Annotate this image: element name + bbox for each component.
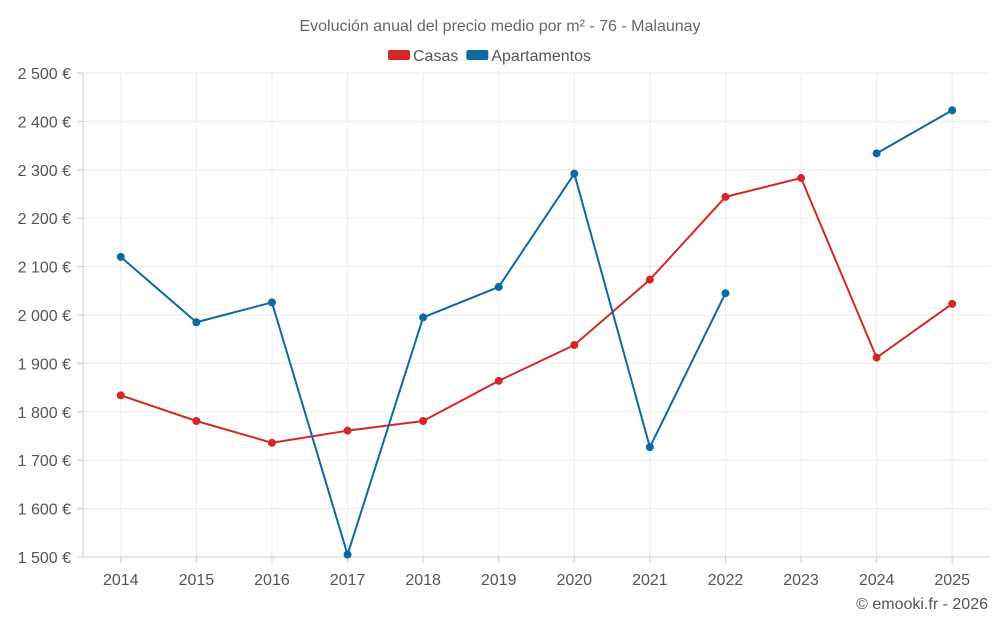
- data-point-apartamentos: [872, 149, 881, 158]
- data-point-casas: [419, 416, 428, 425]
- y-tick-label: 2 400 €: [18, 114, 71, 131]
- x-tick-label: 2018: [405, 572, 441, 589]
- x-tick-label: 2020: [556, 572, 592, 589]
- series-casas: [116, 174, 957, 447]
- x-tick-label: 2015: [179, 572, 215, 589]
- legend-item-apartamentos[interactable]: Apartamentos: [466, 48, 591, 65]
- data-point-casas: [267, 438, 276, 447]
- x-tick-label: 2017: [330, 572, 366, 589]
- data-point-apartamentos: [645, 443, 654, 452]
- data-point-apartamentos: [494, 282, 503, 291]
- data-point-casas: [721, 192, 730, 201]
- legend-label-apartamentos: Apartamentos: [491, 48, 591, 65]
- x-tick-label: 2019: [481, 572, 517, 589]
- data-point-casas: [192, 416, 201, 425]
- series-line-apartamentos: [876, 109, 953, 155]
- series-line-casas: [120, 177, 953, 444]
- x-tick-label: 2021: [632, 572, 668, 589]
- grid: [83, 72, 990, 557]
- legend-label-casas: Casas: [413, 48, 458, 65]
- y-tick-label: 1 600 €: [18, 502, 71, 519]
- credit-text: © emooki.fr - 2026: [856, 596, 988, 613]
- y-tick-label: 2 200 €: [18, 211, 71, 228]
- data-point-apartamentos: [343, 550, 352, 559]
- data-point-casas: [645, 275, 654, 284]
- legend-swatch-casas: [388, 50, 410, 60]
- data-point-apartamentos: [721, 289, 730, 298]
- data-point-apartamentos: [116, 252, 125, 261]
- data-point-casas: [570, 341, 579, 350]
- y-tick-label: 2 500 €: [18, 66, 71, 83]
- legend-item-casas[interactable]: Casas: [388, 48, 458, 65]
- legend: Casas Apartamentos: [388, 48, 591, 65]
- data-point-casas: [343, 426, 352, 435]
- data-point-apartamentos: [192, 318, 201, 327]
- series-apartamentos: [116, 106, 957, 559]
- x-tick-label: 2016: [254, 572, 290, 589]
- y-tick-label: 1 500 €: [18, 550, 71, 567]
- data-point-casas: [116, 391, 125, 400]
- y-tick-label: 1 800 €: [18, 405, 71, 422]
- series-group: [116, 106, 957, 559]
- data-point-apartamentos: [948, 106, 957, 115]
- y-tick-label: 2 000 €: [18, 308, 71, 325]
- x-tick-label: 2024: [859, 572, 895, 589]
- chart-title: Evolución anual del precio medio por m² …: [299, 18, 700, 35]
- axes: 1 500 € 1 600 € 1 700 € 1 800 € 1 900 € 2 000…: [18, 66, 990, 589]
- y-tick-label: 2 100 €: [18, 260, 71, 277]
- x-tick-label: 2025: [934, 572, 970, 589]
- data-point-apartamentos: [570, 169, 579, 178]
- data-point-apartamentos: [267, 298, 276, 307]
- y-tick-label: 1 700 €: [18, 453, 71, 470]
- data-point-casas: [494, 376, 503, 385]
- y-tick-label: 2 300 €: [18, 163, 71, 180]
- legend-swatch-apartamentos: [466, 50, 489, 60]
- data-point-apartamentos: [419, 313, 428, 322]
- data-point-casas: [948, 299, 957, 308]
- x-tick-label: 2014: [103, 572, 139, 589]
- data-point-casas: [797, 174, 806, 183]
- data-point-casas: [872, 353, 881, 362]
- x-tick-label: 2023: [783, 572, 819, 589]
- y-tick-label: 1 900 €: [18, 356, 71, 373]
- x-tick-label: 2022: [708, 572, 744, 589]
